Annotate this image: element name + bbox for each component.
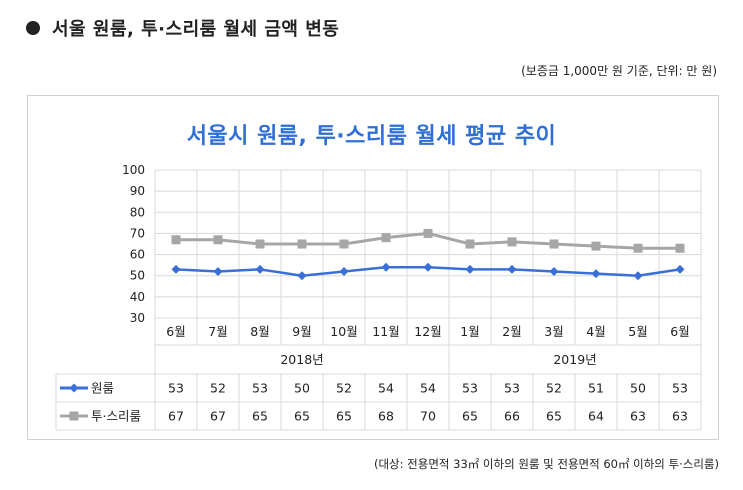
data-point bbox=[549, 239, 559, 249]
year-label: 2018년 bbox=[280, 352, 323, 367]
table-value: 54 bbox=[420, 381, 436, 396]
y-tick-label: 40 bbox=[130, 290, 145, 304]
y-tick-label: 30 bbox=[130, 311, 145, 325]
data-point bbox=[423, 228, 433, 238]
y-tick-label: 100 bbox=[122, 163, 145, 177]
table-value: 53 bbox=[504, 381, 520, 396]
legend-label: 투·스리룸 bbox=[91, 409, 141, 424]
y-tick-label: 80 bbox=[130, 205, 145, 219]
year-label: 2019년 bbox=[553, 352, 596, 367]
data-point bbox=[591, 269, 601, 279]
y-tick-label: 60 bbox=[130, 248, 145, 262]
bullet-icon bbox=[26, 21, 40, 35]
table-value: 53 bbox=[168, 381, 184, 396]
table-value: 65 bbox=[462, 409, 478, 424]
table-value: 50 bbox=[294, 381, 310, 396]
data-point bbox=[213, 235, 223, 245]
data-point bbox=[339, 239, 349, 249]
data-point bbox=[507, 237, 517, 247]
x-tick-label: 3월 bbox=[544, 324, 563, 339]
data-point bbox=[633, 271, 643, 281]
table-value: 67 bbox=[210, 409, 226, 424]
x-tick-label: 12월 bbox=[414, 324, 441, 339]
footnote: (대상: 전용면적 33㎡ 이하의 원룸 및 전용면적 60㎡ 이하의 투·스리… bbox=[373, 457, 719, 471]
table-value: 52 bbox=[210, 381, 226, 396]
table-value: 50 bbox=[630, 381, 646, 396]
data-point bbox=[675, 264, 685, 274]
data-point bbox=[423, 262, 433, 272]
x-tick-label: 10월 bbox=[330, 324, 357, 339]
legend-label: 원룸 bbox=[91, 381, 114, 396]
data-point bbox=[507, 264, 517, 274]
data-point bbox=[213, 266, 223, 276]
x-tick-label: 6월 bbox=[166, 324, 185, 339]
data-point bbox=[297, 239, 307, 249]
table-value: 67 bbox=[168, 409, 184, 424]
data-point bbox=[297, 271, 307, 281]
table-value: 54 bbox=[378, 381, 394, 396]
table-value: 53 bbox=[252, 381, 268, 396]
y-tick-label: 70 bbox=[130, 226, 145, 240]
data-point bbox=[591, 241, 601, 251]
y-tick-label: 50 bbox=[130, 269, 145, 283]
data-point bbox=[171, 264, 181, 274]
table-value: 53 bbox=[672, 381, 688, 396]
chart-title: 서울시 원룸, 투·스리룸 월세 평균 추이 bbox=[186, 124, 557, 149]
legend-marker bbox=[69, 383, 79, 393]
data-point bbox=[381, 262, 391, 272]
table-value: 63 bbox=[630, 409, 646, 424]
x-tick-label: 7월 bbox=[208, 324, 227, 339]
table-value: 52 bbox=[546, 381, 562, 396]
section-heading: 서울 원룸, 투·스리룸 월세 금액 변동 bbox=[26, 14, 339, 42]
x-tick-label: 4월 bbox=[586, 324, 605, 339]
table-value: 63 bbox=[672, 409, 688, 424]
x-tick-label: 9월 bbox=[292, 324, 311, 339]
data-point bbox=[255, 239, 265, 249]
data-point bbox=[633, 243, 643, 253]
data-point bbox=[255, 264, 265, 274]
unit-note: (보증금 1,000만 원 기준, 단위: 만 원) bbox=[521, 64, 717, 78]
table-value: 64 bbox=[588, 409, 604, 424]
data-point bbox=[381, 233, 391, 243]
data-point bbox=[465, 239, 475, 249]
table-value: 68 bbox=[378, 409, 394, 424]
x-tick-label: 11월 bbox=[372, 324, 399, 339]
x-tick-label: 5월 bbox=[628, 324, 647, 339]
table-value: 65 bbox=[546, 409, 562, 424]
section-heading-text: 서울 원룸, 투·스리룸 월세 금액 변동 bbox=[52, 19, 340, 40]
table-value: 65 bbox=[336, 409, 352, 424]
table-value: 51 bbox=[588, 381, 604, 396]
table-value: 70 bbox=[420, 409, 436, 424]
x-tick-label: 1월 bbox=[460, 324, 479, 339]
table-value: 65 bbox=[252, 409, 268, 424]
y-tick-label: 90 bbox=[130, 184, 145, 198]
table-value: 65 bbox=[294, 409, 310, 424]
legend-marker bbox=[69, 411, 79, 421]
table-value: 53 bbox=[462, 381, 478, 396]
data-point bbox=[465, 264, 475, 274]
data-point bbox=[675, 243, 685, 253]
x-tick-label: 2월 bbox=[502, 324, 521, 339]
data-point bbox=[549, 266, 559, 276]
data-point bbox=[171, 235, 181, 245]
x-tick-label: 6월 bbox=[670, 324, 689, 339]
table-value: 52 bbox=[336, 381, 352, 396]
data-point bbox=[339, 266, 349, 276]
x-tick-label: 8월 bbox=[250, 324, 269, 339]
table-value: 66 bbox=[504, 409, 520, 424]
